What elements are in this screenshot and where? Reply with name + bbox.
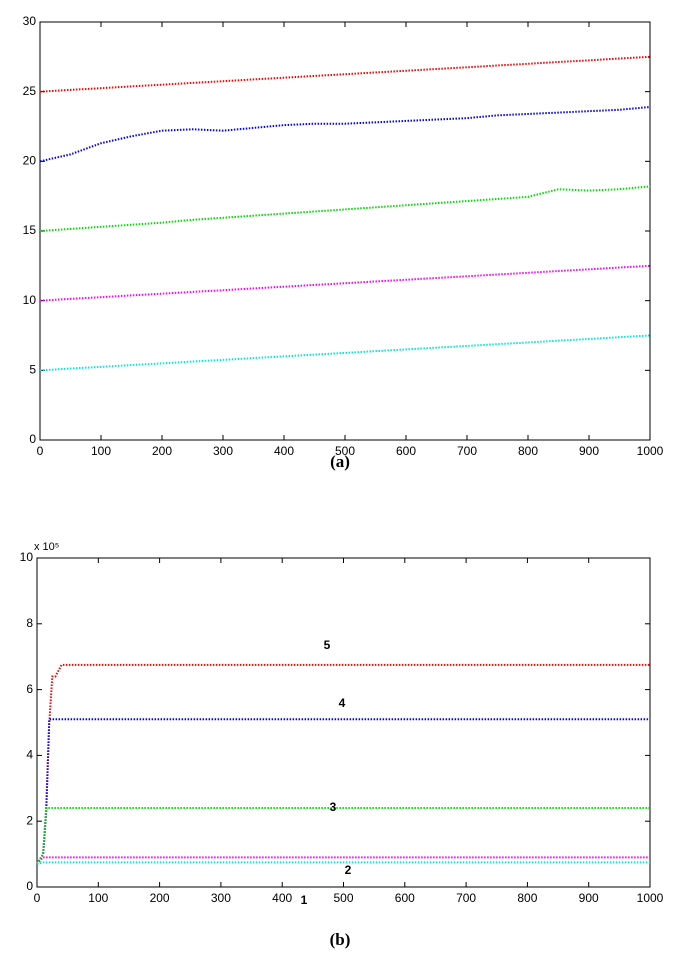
series-annotation: 3 <box>330 800 337 814</box>
x-tick-label: 600 <box>395 891 415 905</box>
x-tick-label: 600 <box>396 444 416 458</box>
line-series <box>39 334 651 372</box>
line-series <box>39 55 651 93</box>
series-annotation: 2 <box>345 863 352 877</box>
y-tick-label: 6 <box>26 682 33 696</box>
x-tick-label: 800 <box>518 444 538 458</box>
x-tick-label: 200 <box>152 444 172 458</box>
y-tick-label: 4 <box>26 748 33 762</box>
caption: (a) <box>330 452 350 471</box>
line-series <box>36 861 650 865</box>
x-tick-label: 700 <box>456 891 476 905</box>
x-tick-label: 500 <box>333 891 353 905</box>
x-tick-label: 200 <box>150 891 170 905</box>
y-tick-label: 0 <box>29 432 36 446</box>
x-tick-label: 100 <box>88 891 108 905</box>
plot-area <box>36 557 651 888</box>
y-multiplier: x 10⁵ <box>34 541 59 553</box>
x-tick-label: 0 <box>37 444 44 458</box>
y-tick-label: 30 <box>23 14 37 28</box>
x-tick-label: 900 <box>579 891 599 905</box>
line-series <box>39 105 651 163</box>
x-tick-label: 300 <box>211 891 231 905</box>
x-tick-label: 800 <box>517 891 537 905</box>
x-tick-label: 500 <box>335 444 355 458</box>
series-annotation: 4 <box>339 696 346 710</box>
x-tick-label: 700 <box>457 444 477 458</box>
x-tick-label: 900 <box>579 444 599 458</box>
line-series <box>36 663 650 865</box>
x-tick-label: 1000 <box>637 444 664 458</box>
caption: (b) <box>330 930 351 949</box>
y-tick-label: 8 <box>26 616 33 630</box>
y-tick-label: 2 <box>26 813 33 827</box>
x-tick-label: 100 <box>91 444 111 458</box>
x-tick-label: 0 <box>34 891 41 905</box>
line-series <box>39 264 651 302</box>
plot-area <box>39 21 651 441</box>
x-tick-label: 300 <box>213 444 233 458</box>
line-series <box>36 807 650 865</box>
x-tick-label: 1000 <box>637 891 664 905</box>
x-tick-label: 400 <box>274 444 294 458</box>
line-series <box>36 718 650 865</box>
x-tick-label: 400 <box>272 891 292 905</box>
y-tick-label: 15 <box>23 223 37 237</box>
y-tick-label: 5 <box>29 363 36 377</box>
series-annotation: 5 <box>324 638 331 652</box>
y-tick-label: 0 <box>26 879 33 893</box>
series-annotation: 1 <box>301 893 308 907</box>
y-tick-label: 10 <box>20 550 34 564</box>
line-series <box>39 185 651 232</box>
y-tick-label: 25 <box>23 84 37 98</box>
y-tick-label: 20 <box>23 154 37 168</box>
y-tick-label: 10 <box>23 293 37 307</box>
